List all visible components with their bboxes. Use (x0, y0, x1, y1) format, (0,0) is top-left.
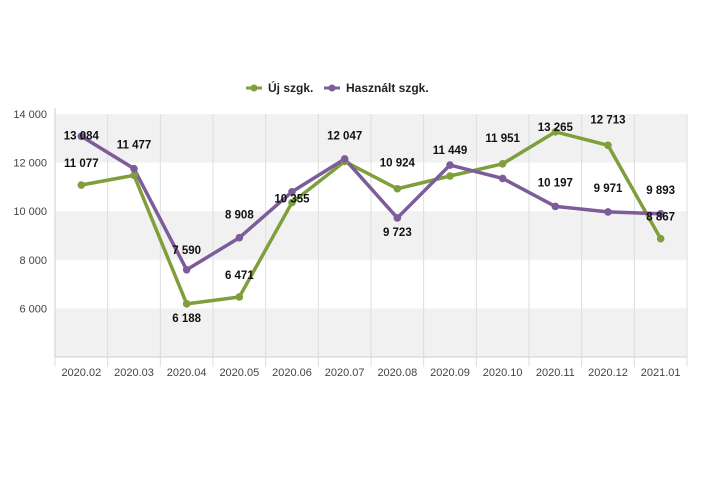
data-point (604, 208, 612, 216)
data-point (288, 198, 296, 207)
data-point (604, 141, 612, 150)
series-line-1 (79, 134, 663, 272)
data-point (393, 214, 402, 222)
data-label: 13 265 (538, 122, 574, 134)
data-label: 12 047 (327, 130, 362, 142)
data-label: 10 197 (538, 177, 573, 189)
x-tick-label: 2020.02 (61, 367, 101, 379)
data-point (551, 128, 560, 136)
data-point (446, 161, 454, 169)
data-point (340, 155, 349, 163)
x-tick-label: 2020.09 (430, 367, 470, 379)
data-label: 13 084 (64, 130, 100, 142)
data-point (288, 187, 296, 196)
x-tick-label: 2021.01 (641, 367, 681, 379)
data-point (656, 234, 665, 243)
data-point (393, 184, 402, 193)
y-tick-labels: 6 000 8 000 10 000 12 000 14 000 (13, 109, 47, 315)
y-tick-label: 6 000 (19, 303, 47, 315)
data-point (182, 300, 191, 308)
x-tick-label: 2020.10 (483, 367, 523, 379)
y-tick-label: 14 000 (13, 109, 47, 121)
data-label: 11 449 (433, 145, 468, 157)
data-label: 12 713 (590, 114, 625, 126)
data-label: 8 908 (225, 210, 254, 222)
data-label: 11 951 (485, 133, 520, 145)
x-tick-label: 2020.03 (114, 367, 154, 379)
data-label: 6 471 (225, 270, 254, 282)
legend: Új szgk. Használt szgk. (246, 80, 429, 95)
data-label: 9 971 (594, 183, 623, 195)
data-point (130, 171, 138, 180)
data-label: 11 077 (64, 158, 99, 170)
axes (54, 108, 687, 358)
data-point (656, 210, 665, 218)
data-point (551, 202, 560, 211)
data-label: 11 477 (117, 140, 152, 152)
legend-swatch-marker (250, 84, 258, 92)
series-lines (79, 130, 663, 306)
y-tick-label: 10 000 (13, 206, 47, 218)
data-point (498, 159, 507, 168)
x-tick-label: 2020.06 (272, 367, 312, 379)
data-point (130, 164, 138, 173)
data-point (77, 132, 86, 141)
data-label: 7 590 (172, 245, 201, 257)
data-point (235, 233, 244, 242)
data-labels: 11 077 6 188 6 471 10 355 12 047 10 924 11 449… (64, 114, 675, 325)
data-point (235, 293, 244, 301)
data-point (446, 172, 454, 180)
series-line-0 (79, 130, 663, 306)
data-label: 10 355 (274, 194, 310, 206)
legend-entry: Használt szgk. (346, 81, 429, 95)
data-label: 9 893 (646, 185, 675, 197)
series-points (77, 128, 665, 308)
x-tick-label: 2020.12 (588, 367, 628, 379)
data-label: 8 867 (646, 212, 675, 224)
y-tick-label: 8 000 (19, 255, 47, 267)
legend-entry: Új szgk. (268, 80, 313, 95)
x-tick-label: 2020.08 (377, 367, 417, 379)
x-tick-labels: 2020.02 2020.03 2020.04 2020.05 2020.06 2020.… (61, 367, 680, 379)
x-tick-label: 2020.04 (167, 367, 207, 379)
x-tick-label: 2020.07 (325, 367, 365, 379)
data-label: 10 924 (380, 158, 416, 170)
data-point (77, 181, 86, 189)
x-tick-label: 2020.05 (219, 367, 259, 379)
data-label: 9 723 (383, 227, 412, 239)
data-label: 6 188 (172, 313, 201, 325)
data-point (498, 174, 507, 183)
legend-swatch-marker (328, 84, 336, 92)
data-point (182, 265, 191, 274)
y-tick-label: 12 000 (13, 158, 47, 170)
x-tick-label: 2020.11 (536, 367, 575, 379)
